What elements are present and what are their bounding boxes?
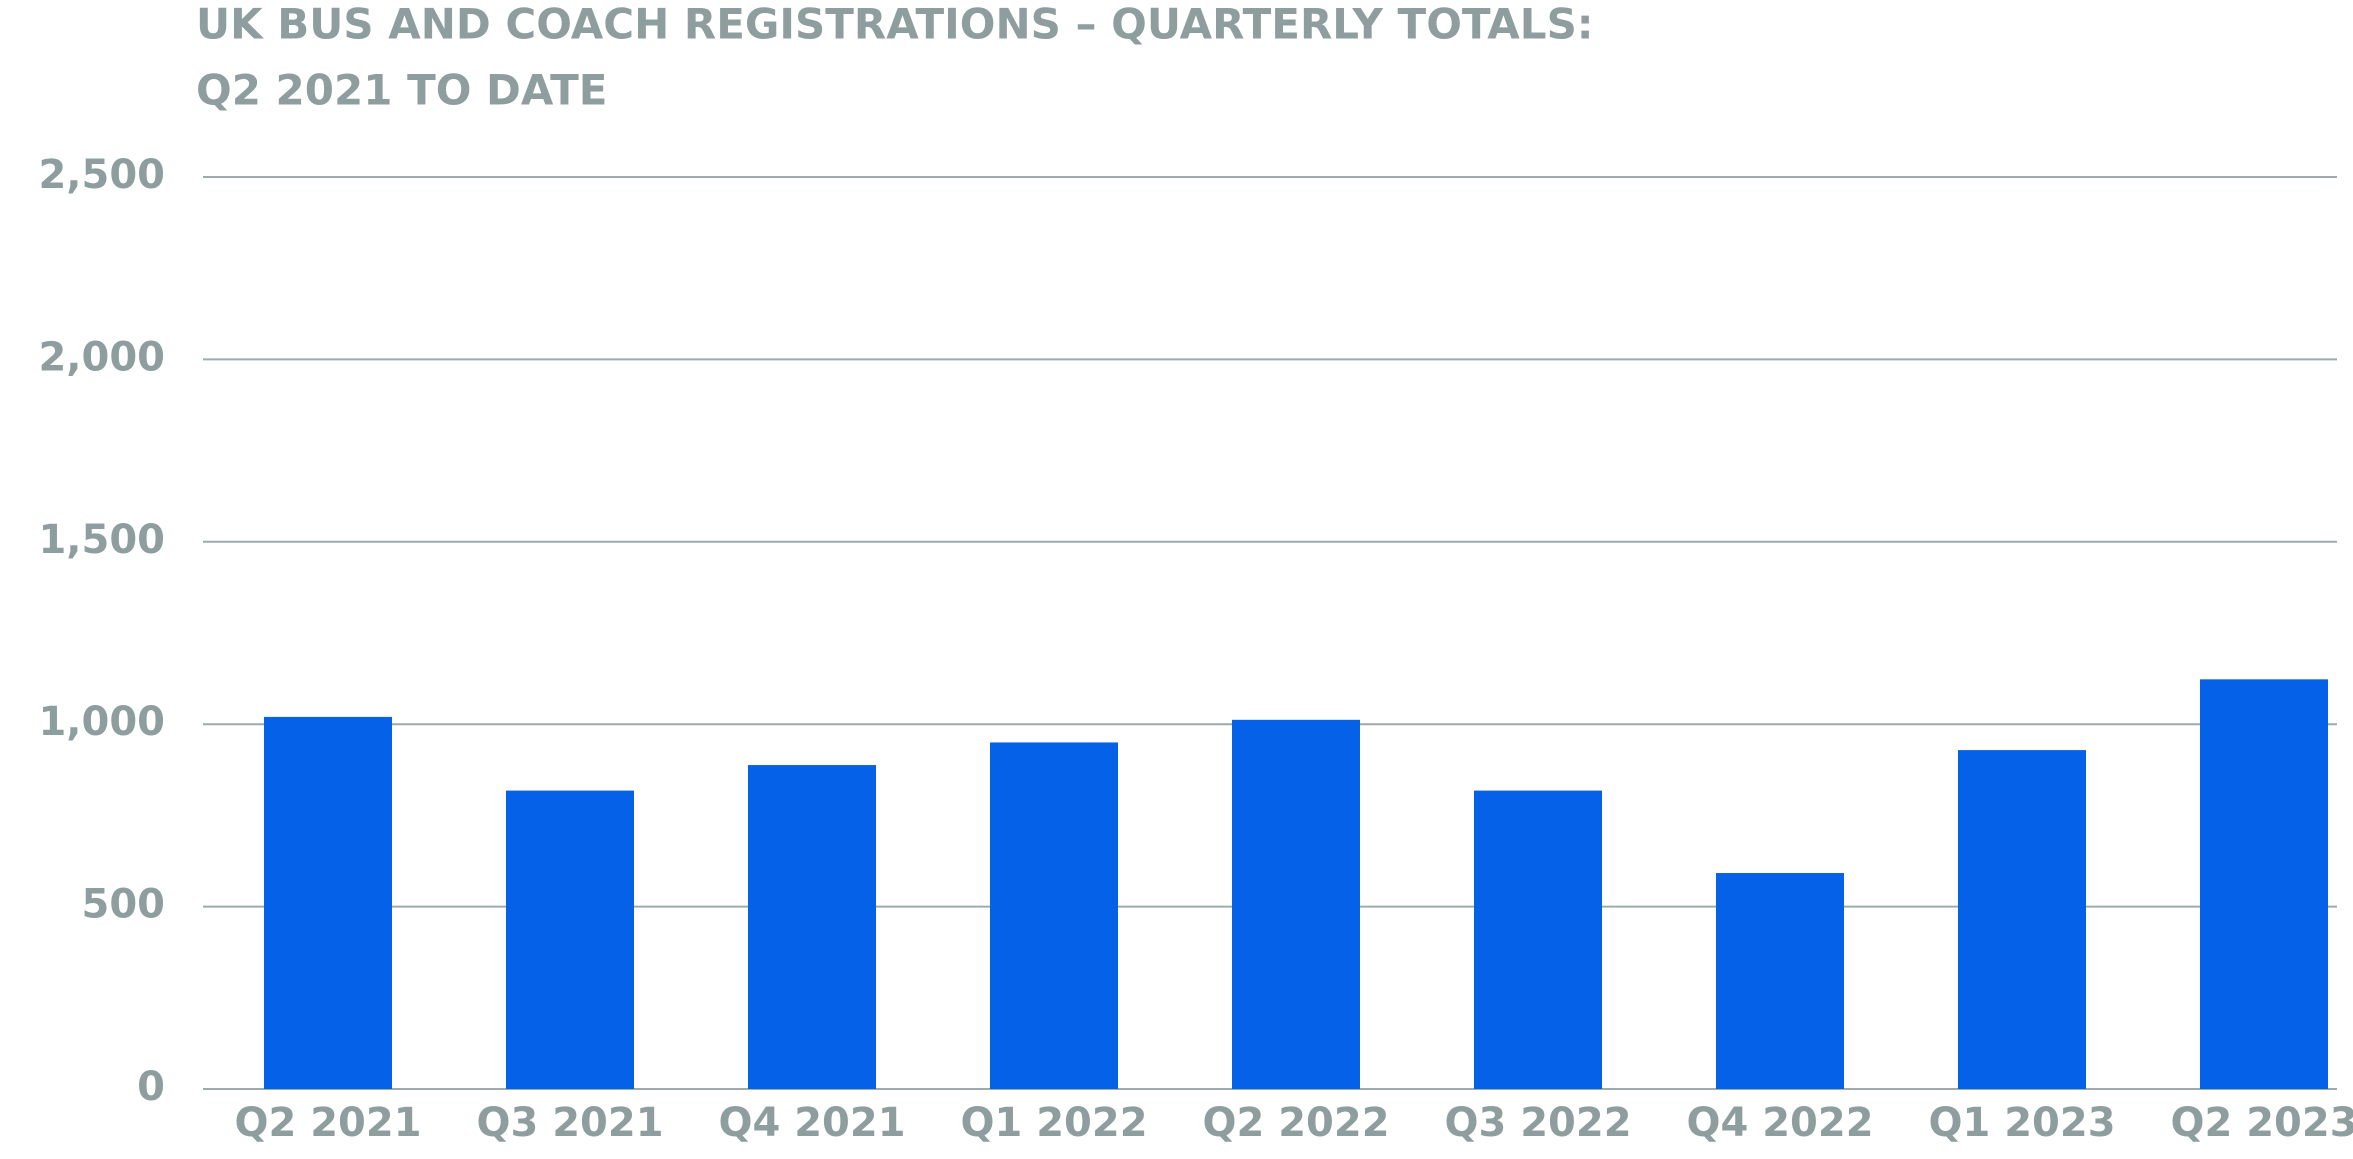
y-tick-label: 2,000 (38, 334, 165, 380)
x-tick-label: Q2 2021 (234, 1100, 421, 1146)
x-tick-label: Q1 2023 (1928, 1100, 2115, 1146)
y-tick-label: 0 (137, 1064, 165, 1110)
x-tick-label: Q3 2022 (1444, 1100, 1631, 1146)
chart-title: UK BUS AND COACH REGISTRATIONS – QUARTER… (196, 0, 1594, 49)
x-tick-label: Q4 2021 (718, 1100, 905, 1146)
bar (2200, 679, 2328, 1089)
y-tick-label: 1,000 (38, 699, 165, 745)
bar (748, 765, 876, 1089)
chart-title: Q2 2021 TO DATE (196, 66, 608, 115)
bar (1958, 750, 2086, 1089)
x-tick-label: Q2 2022 (1202, 1100, 1389, 1146)
y-tick-label: 500 (82, 882, 166, 928)
y-tick-label: 2,500 (38, 152, 165, 198)
bar (990, 742, 1118, 1089)
bar (1716, 873, 1844, 1089)
bar (264, 716, 392, 1089)
bar (1474, 790, 1602, 1089)
y-tick-label: 1,500 (38, 517, 165, 563)
bar (1232, 719, 1360, 1089)
bar (506, 790, 634, 1089)
x-tick-label: Q1 2022 (960, 1100, 1147, 1146)
x-tick-label: Q3 2021 (476, 1100, 663, 1146)
x-tick-label: Q2 2023 (2170, 1100, 2353, 1146)
x-tick-label: Q4 2022 (1686, 1100, 1873, 1146)
